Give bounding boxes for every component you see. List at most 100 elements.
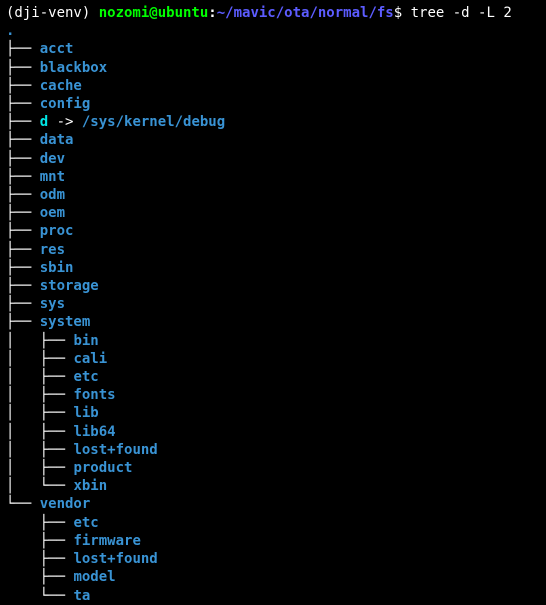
symlink-target: /sys/kernel/debug [82, 114, 225, 130]
tree-entry-name: ta [73, 588, 90, 604]
tree-line: ├── res [6, 241, 540, 259]
tree-line: ├── model [6, 568, 540, 586]
tree-branch-glyph: ├── [6, 169, 40, 185]
tree-line: ├── config [6, 95, 540, 113]
tree-entry-name: lib64 [73, 424, 115, 440]
tree-line: │ ├── product [6, 459, 540, 477]
tree-entry-name: cali [73, 351, 107, 367]
tree-line: ├── system [6, 313, 540, 331]
tree-entry-name: acct [40, 41, 74, 57]
prompt-colon: : [208, 5, 216, 21]
tree-line: ├── oem [6, 204, 540, 222]
prompt-line: (dji-venv) nozomi@ubuntu:~/mavic/ota/nor… [6, 4, 540, 22]
terminal-output: (dji-venv) nozomi@ubuntu:~/mavic/ota/nor… [0, 0, 546, 605]
tree-branch-glyph: ├── [6, 41, 40, 57]
tree-root: . [6, 22, 540, 40]
tree-entry-name: d [40, 114, 48, 130]
tree-branch-glyph: └── [6, 588, 73, 604]
tree-line: ├── storage [6, 277, 540, 295]
tree-line: ├── sbin [6, 259, 540, 277]
tree-line: ├── dev [6, 150, 540, 168]
tree-line: ├── proc [6, 222, 540, 240]
tree-entry-name: lib [73, 405, 98, 421]
venv-prefix: (dji-venv) [6, 5, 99, 21]
tree-branch-glyph: │ ├── [6, 442, 73, 458]
tree-branch-glyph: ├── [6, 151, 40, 167]
tree-branch-glyph: │ ├── [6, 369, 73, 385]
tree-line: │ ├── etc [6, 368, 540, 386]
tree-root-label: . [6, 23, 14, 39]
tree-entry-name: bin [73, 333, 98, 349]
cwd-path: ~/mavic/ota/normal/fs [217, 5, 394, 21]
tree-line: │ └── xbin [6, 477, 540, 495]
tree-branch-glyph: ├── [6, 96, 40, 112]
tree-branch-glyph: │ ├── [6, 333, 73, 349]
tree-line: │ ├── lib64 [6, 423, 540, 441]
user-host: nozomi@ubuntu [99, 5, 209, 21]
symlink-arrow: -> [48, 114, 82, 130]
tree-entry-name: lost+found [73, 442, 157, 458]
tree-line: ├── data [6, 131, 540, 149]
tree-line: │ ├── bin [6, 332, 540, 350]
tree-branch-glyph: │ ├── [6, 424, 73, 440]
tree-line: ├── firmware [6, 532, 540, 550]
tree-entry-name: fonts [73, 387, 115, 403]
tree-line: └── ta [6, 587, 540, 605]
tree-branch-glyph: │ └── [6, 478, 73, 494]
tree-line: ├── etc [6, 514, 540, 532]
tree-branch-glyph: └── [6, 496, 40, 512]
tree-line: ├── sys [6, 295, 540, 313]
tree-entry-name: xbin [73, 478, 107, 494]
tree-branch-glyph: ├── [6, 296, 40, 312]
tree-entry-name: storage [40, 278, 99, 294]
tree-entry-name: oem [40, 205, 65, 221]
tree-entry-name: mnt [40, 169, 65, 185]
tree-branch-glyph: ├── [6, 78, 40, 94]
tree-line: ├── blackbox [6, 59, 540, 77]
tree-entry-name: vendor [40, 496, 91, 512]
tree-entry-name: model [73, 569, 115, 585]
tree-line: ├── mnt [6, 168, 540, 186]
tree-entry-name: proc [40, 223, 74, 239]
tree-branch-glyph: ├── [6, 278, 40, 294]
tree-branch-glyph: ├── [6, 223, 40, 239]
tree-entry-name: odm [40, 187, 65, 203]
tree-line: ├── d -> /sys/kernel/debug [6, 113, 540, 131]
tree-branch-glyph: ├── [6, 60, 40, 76]
tree-entry-name: sbin [40, 260, 74, 276]
tree-branch-glyph: ├── [6, 205, 40, 221]
tree-line: │ ├── fonts [6, 386, 540, 404]
tree-branch-glyph: │ ├── [6, 405, 73, 421]
tree-branch-glyph: ├── [6, 187, 40, 203]
tree-branch-glyph: ├── [6, 533, 73, 549]
tree-branch-glyph: ├── [6, 314, 40, 330]
tree-entry-name: system [40, 314, 91, 330]
tree-branch-glyph: ├── [6, 242, 40, 258]
tree-line: │ ├── lost+found [6, 441, 540, 459]
tree-line: ├── lost+found [6, 550, 540, 568]
tree-branch-glyph: │ ├── [6, 387, 73, 403]
tree-line: └── vendor [6, 495, 540, 513]
tree-line: ├── cache [6, 77, 540, 95]
tree-entry-name: cache [40, 78, 82, 94]
tree-entry-name: config [40, 96, 91, 112]
tree-branch-glyph: ├── [6, 551, 73, 567]
tree-entry-name: etc [73, 515, 98, 531]
prompt-dollar: $ [394, 5, 411, 21]
tree-line: │ ├── cali [6, 350, 540, 368]
tree-entry-name: etc [73, 369, 98, 385]
tree-branch-glyph: ├── [6, 114, 40, 130]
tree-branch-glyph: ├── [6, 515, 73, 531]
tree-line: │ ├── lib [6, 404, 540, 422]
tree-branch-glyph: │ ├── [6, 460, 73, 476]
typed-command[interactable]: tree -d -L 2 [411, 5, 512, 21]
tree-entry-name: lost+found [73, 551, 157, 567]
tree-entry-name: product [73, 460, 132, 476]
tree-entry-name: blackbox [40, 60, 107, 76]
tree-entry-name: firmware [73, 533, 140, 549]
tree-branch-glyph: │ ├── [6, 351, 73, 367]
tree-entry-name: sys [40, 296, 65, 312]
tree-entry-name: data [40, 132, 74, 148]
tree-entry-name: res [40, 242, 65, 258]
tree-line: ├── odm [6, 186, 540, 204]
